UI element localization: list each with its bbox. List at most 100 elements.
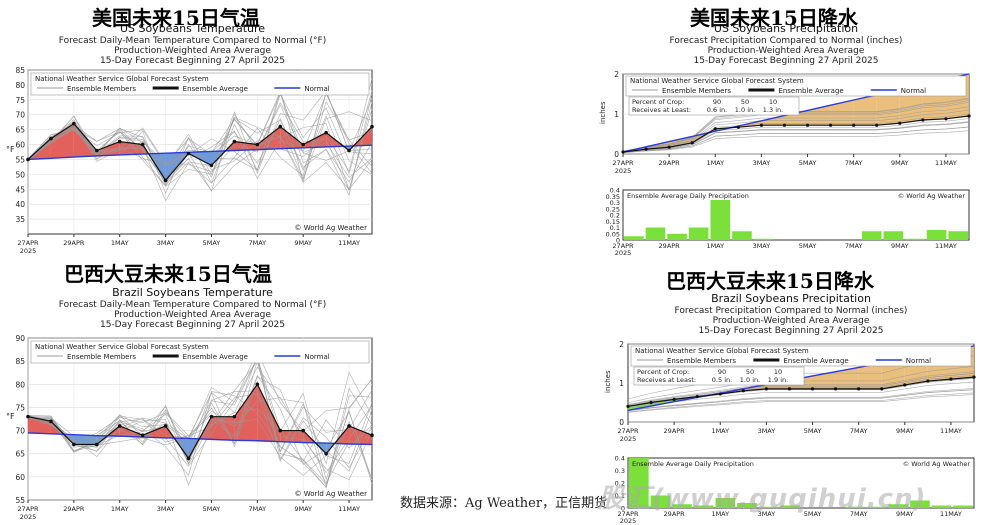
anomaly-fill <box>234 141 258 151</box>
x-tick-label: 11MAY <box>338 505 360 513</box>
legend-header: National Weather Service Global Forecast… <box>35 343 209 351</box>
daily-x-tick-label: 1MAY <box>711 510 729 518</box>
x-year-label: 2025 <box>20 247 37 255</box>
ensemble-average-point <box>759 123 763 127</box>
x-tick-label: 7MAY <box>249 505 267 513</box>
crop-row1-value: 90 <box>713 98 721 106</box>
ensemble-member-line <box>27 376 373 484</box>
x-tick-label: 9MAY <box>896 427 914 435</box>
ensemble-average-point <box>324 130 328 135</box>
ensemble-average-point <box>810 387 815 391</box>
daily-bar <box>732 231 752 240</box>
ensemble-average-line <box>627 376 975 407</box>
x-tick-label: 3MAY <box>758 427 776 435</box>
x-year-label: 2025 <box>615 167 632 175</box>
legend-normal: Normal <box>304 353 329 361</box>
ensemble-average-point <box>209 163 214 168</box>
crop-row2-value: 1.3 in. <box>763 106 783 114</box>
ensemble-average-line <box>622 115 970 153</box>
daily-x-tick-label: 3MAY <box>758 510 776 518</box>
y-tick-label: 80 <box>15 380 25 389</box>
ensemble-member-line <box>622 126 970 153</box>
ensemble-member-line <box>627 373 975 406</box>
legend-normal: Normal <box>906 357 931 365</box>
ensemble-member-line <box>27 402 373 476</box>
ensemble-member-line <box>622 106 970 152</box>
ensemble-average-point <box>667 145 671 149</box>
x-year-label: 2025 <box>20 513 37 521</box>
legend-box <box>30 340 370 364</box>
br-precip-panel: Brazil Soybeans Precipitation Forecast Pr… <box>600 290 982 525</box>
y-tick-label: 1 <box>614 110 619 119</box>
x-tick-label: 1MAY <box>706 159 724 167</box>
legend-ensemble-members: Ensemble Members <box>67 353 136 361</box>
x-tick-label: 5MAY <box>203 505 221 513</box>
ensemble-member-line <box>622 109 970 152</box>
ensemble-average-point <box>898 121 902 125</box>
ensemble-average-point <box>163 424 168 428</box>
legend-header: National Weather Service Global Forecast… <box>630 77 804 85</box>
ensemble-average-point <box>232 414 237 419</box>
legend-header: National Weather Service Global Forecast… <box>35 75 209 83</box>
daily-x-tick-label: 27APR <box>612 242 634 250</box>
ensemble-average-point <box>695 395 699 399</box>
crop-row2-value: 1.0 in. <box>740 376 760 384</box>
y-tick-label: 55 <box>15 496 25 505</box>
y-axis-label: inches <box>599 101 607 124</box>
crop-table-box <box>633 366 805 386</box>
daily-x-tick-label: 11MAY <box>935 242 957 250</box>
ensemble-average-point <box>347 148 351 153</box>
ensemble-average-point <box>301 428 306 433</box>
ensemble-average-point <box>782 123 787 127</box>
ensemble-average-point <box>232 139 237 144</box>
ensemble-member-line <box>622 118 970 153</box>
anomaly-fill <box>63 434 74 445</box>
credit-text: © World Ag Weather <box>295 490 368 498</box>
y-tick-label: 0 <box>614 150 619 159</box>
daily-title: Ensemble Average Daily Precipitation <box>627 192 749 200</box>
x-tick-label: 11MAY <box>338 239 360 247</box>
daily-bar <box>758 506 779 508</box>
normal-line <box>27 144 373 161</box>
daily-x-tick-label: 29APR <box>664 510 686 518</box>
x-tick-label: 29APR <box>659 159 681 167</box>
legend-ensemble-members: Ensemble Members <box>67 85 136 93</box>
daily-bar <box>688 227 709 240</box>
legend-box <box>625 75 967 97</box>
daily-bar <box>953 505 973 508</box>
daily-y-tick-label: 0.4 <box>615 455 625 463</box>
y-axis-label: inches <box>604 370 612 393</box>
daily-x-tick-label: 9MAY <box>891 242 909 250</box>
ensemble-member-line <box>622 121 970 153</box>
ensemble-average-point <box>117 424 122 428</box>
ensemble-average-point <box>26 157 30 162</box>
ensemble-average-point <box>949 377 953 381</box>
daily-y-tick-label: 0.2 <box>610 212 620 220</box>
ensemble-member-line <box>27 123 373 195</box>
ensemble-member-line <box>27 390 373 488</box>
anomaly-fill <box>784 110 808 126</box>
chart-subtitle: 15-Day Forecast Beginning 27 April 2025 <box>100 320 285 330</box>
ensemble-average-point <box>26 414 30 419</box>
daily-bar <box>861 231 882 240</box>
x-tick-label: 7MAY <box>845 159 863 167</box>
anomaly-fill <box>225 141 235 151</box>
x-tick-label: 7MAY <box>850 427 868 435</box>
ensemble-member-line <box>27 357 373 488</box>
legend-ensemble-average: Ensemble Average <box>183 353 248 361</box>
crop-row1-value: 50 <box>746 368 754 376</box>
legend-normal: Normal <box>901 87 926 95</box>
daily-x-tick-label: 5MAY <box>804 510 822 518</box>
ensemble-member-line <box>627 388 975 411</box>
crop-row2-value: 0.5 in. <box>712 376 732 384</box>
ensemble-average-point <box>95 442 99 447</box>
legend-header: National Weather Service Global Forecast… <box>635 347 809 355</box>
x-tick-label: 29APR <box>63 239 85 247</box>
chart-subtitle: Production-Weighted Area Average <box>114 46 271 56</box>
legend-ensemble-members: Ensemble Members <box>667 357 736 365</box>
ensemble-average-point <box>972 375 976 379</box>
us-precip-panel: US Soybeans Precipitation Forecast Precip… <box>590 22 982 262</box>
x-tick-label: 11MAY <box>935 159 957 167</box>
daily-bar <box>905 238 925 240</box>
